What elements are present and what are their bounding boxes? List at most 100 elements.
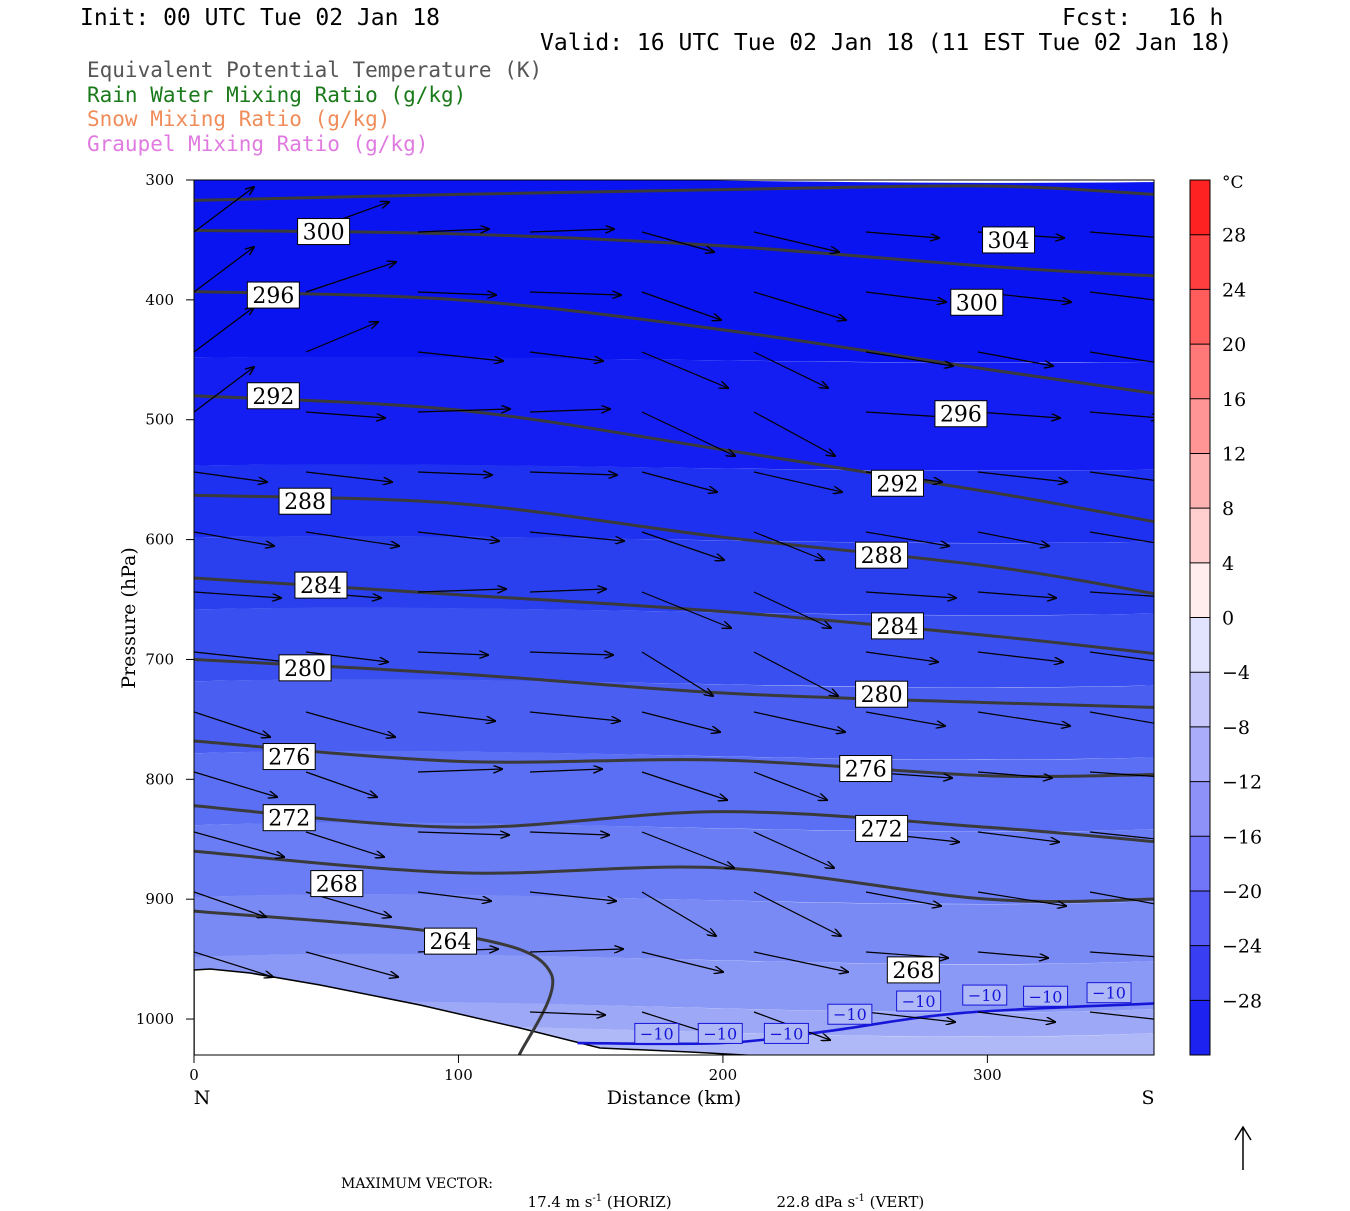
colorbar-swatch [1190, 562, 1210, 618]
colorbar-swatch [1190, 890, 1210, 946]
wind-vector [194, 771, 277, 797]
wind-vector [1089, 951, 1154, 958]
wind-vector [529, 409, 610, 412]
wind-vector [194, 187, 254, 233]
y-axis-title: Pressure (hPa) [118, 547, 140, 689]
colorbar-tick-label: 4 [1222, 553, 1234, 575]
vert-value: 22.8 dPa s [776, 1193, 856, 1211]
theta-e-label: 288 [855, 541, 909, 569]
wind-vector [529, 472, 617, 475]
svg-text:−10: −10 [640, 1024, 674, 1043]
wind-vector [417, 472, 492, 475]
wind-vector [1089, 831, 1154, 840]
wind-vector [305, 262, 396, 293]
wind-vector [417, 531, 499, 541]
svg-text:−10: −10 [902, 992, 936, 1011]
vert-unit: (VERT) [864, 1193, 925, 1211]
svg-text:268: 268 [316, 873, 358, 898]
cross-section-chart: 3043003002962962922922882882842842802802… [118, 171, 1262, 1170]
wind-vector [753, 651, 838, 696]
wind-vector [977, 471, 1067, 482]
theta-e-label: 284 [870, 612, 924, 640]
wind-vector [865, 1011, 955, 1022]
colorbar-swatch [1190, 836, 1210, 891]
wind-vector [1089, 531, 1154, 544]
svg-text:276: 276 [845, 758, 887, 783]
temperature-shading-band [194, 822, 1154, 904]
wind-vector [753, 471, 842, 492]
wind-vector [977, 951, 1048, 958]
y-tick-label: 500 [145, 411, 174, 429]
svg-text:300: 300 [956, 291, 998, 316]
temperature-contour-label: −10 [896, 990, 942, 1012]
wind-vector [641, 411, 735, 456]
wind-vector [977, 531, 1049, 546]
temperature-contour-label: −10 [1086, 982, 1132, 1004]
wind-vector [305, 771, 377, 797]
terrain-mask [194, 968, 758, 1055]
legend-entry: Graupel Mixing Ratio (g/kg) [87, 131, 429, 156]
theta-e-contour-276 [194, 739, 1154, 779]
theta-e-label: 268 [310, 870, 364, 898]
vert-exponent: -1 [855, 1193, 865, 1204]
temperature-shading-band [194, 607, 1154, 688]
temperature-shading-band [194, 894, 1154, 965]
colorbar-tick-label: −20 [1222, 881, 1262, 903]
wind-vector [194, 367, 254, 413]
wind-vector [529, 531, 624, 541]
wind-vector [977, 711, 1070, 726]
wind-vector [305, 411, 385, 418]
theta-e-label: 276 [839, 755, 893, 783]
colorbar-tick-label: −12 [1222, 772, 1262, 794]
svg-text:296: 296 [252, 284, 294, 309]
colorbar-tick-label: −8 [1222, 717, 1250, 739]
temperature-shading-band [194, 180, 1154, 363]
colorbar-swatch [1190, 234, 1210, 290]
legend-entry: Snow Mixing Ratio (g/kg) [87, 107, 391, 131]
colorbar-swatch [1190, 781, 1210, 837]
wind-vector [529, 1012, 605, 1015]
svg-text:−10: −10 [703, 1024, 737, 1043]
colorbar-swatch [1190, 1000, 1210, 1055]
wind-vector [641, 471, 717, 492]
wind-vector [977, 831, 1059, 842]
colorbar-swatch [1190, 945, 1210, 1001]
svg-text:272: 272 [861, 817, 903, 842]
wind-vector [305, 711, 395, 737]
svg-text:268: 268 [892, 959, 934, 984]
wind-vector [417, 589, 506, 592]
wind-vector [529, 652, 613, 655]
wind-vector [529, 949, 623, 952]
wind-vector [194, 531, 274, 546]
theta-e-label: 284 [294, 571, 348, 599]
theta-e-contour-300 [194, 228, 1154, 278]
wind-vector [1089, 471, 1154, 481]
colorbar-tick-label: 12 [1222, 443, 1246, 465]
temperature-contour-label: −10 [962, 984, 1008, 1006]
wind-vector [641, 771, 727, 800]
wind-vector [417, 891, 491, 901]
svg-text:292: 292 [876, 472, 918, 497]
x-tick-label: 300 [973, 1066, 1002, 1084]
y-tick-label: 700 [145, 650, 174, 668]
x-tick-label: 200 [709, 1066, 738, 1084]
theta-e-contour-292 [194, 394, 1154, 524]
wind-vector [529, 832, 609, 835]
svg-text:280: 280 [284, 657, 326, 682]
theta-e-label: 296 [934, 400, 988, 428]
theta-e-label: 300 [297, 218, 351, 246]
theta-e-contour-288 [194, 493, 1154, 596]
wind-vector [194, 711, 270, 737]
legend-entry: Rain Water Mixing Ratio (g/kg) [87, 82, 467, 107]
valid-time: Valid: 16 UTC Tue 02 Jan 18 (11 EST Tue … [540, 30, 1233, 56]
svg-text:304: 304 [988, 229, 1030, 254]
colorbar-swatch [1190, 508, 1210, 563]
wind-vector [977, 411, 1060, 418]
y-tick-label: 300 [145, 171, 174, 189]
theta-e-contour-268 [194, 849, 1154, 903]
wind-vector [529, 292, 621, 295]
svg-text:−10: −10 [1092, 984, 1126, 1003]
wind-vector [753, 231, 839, 252]
wind-vector [1089, 891, 1154, 905]
wind-vector [1089, 1011, 1154, 1020]
